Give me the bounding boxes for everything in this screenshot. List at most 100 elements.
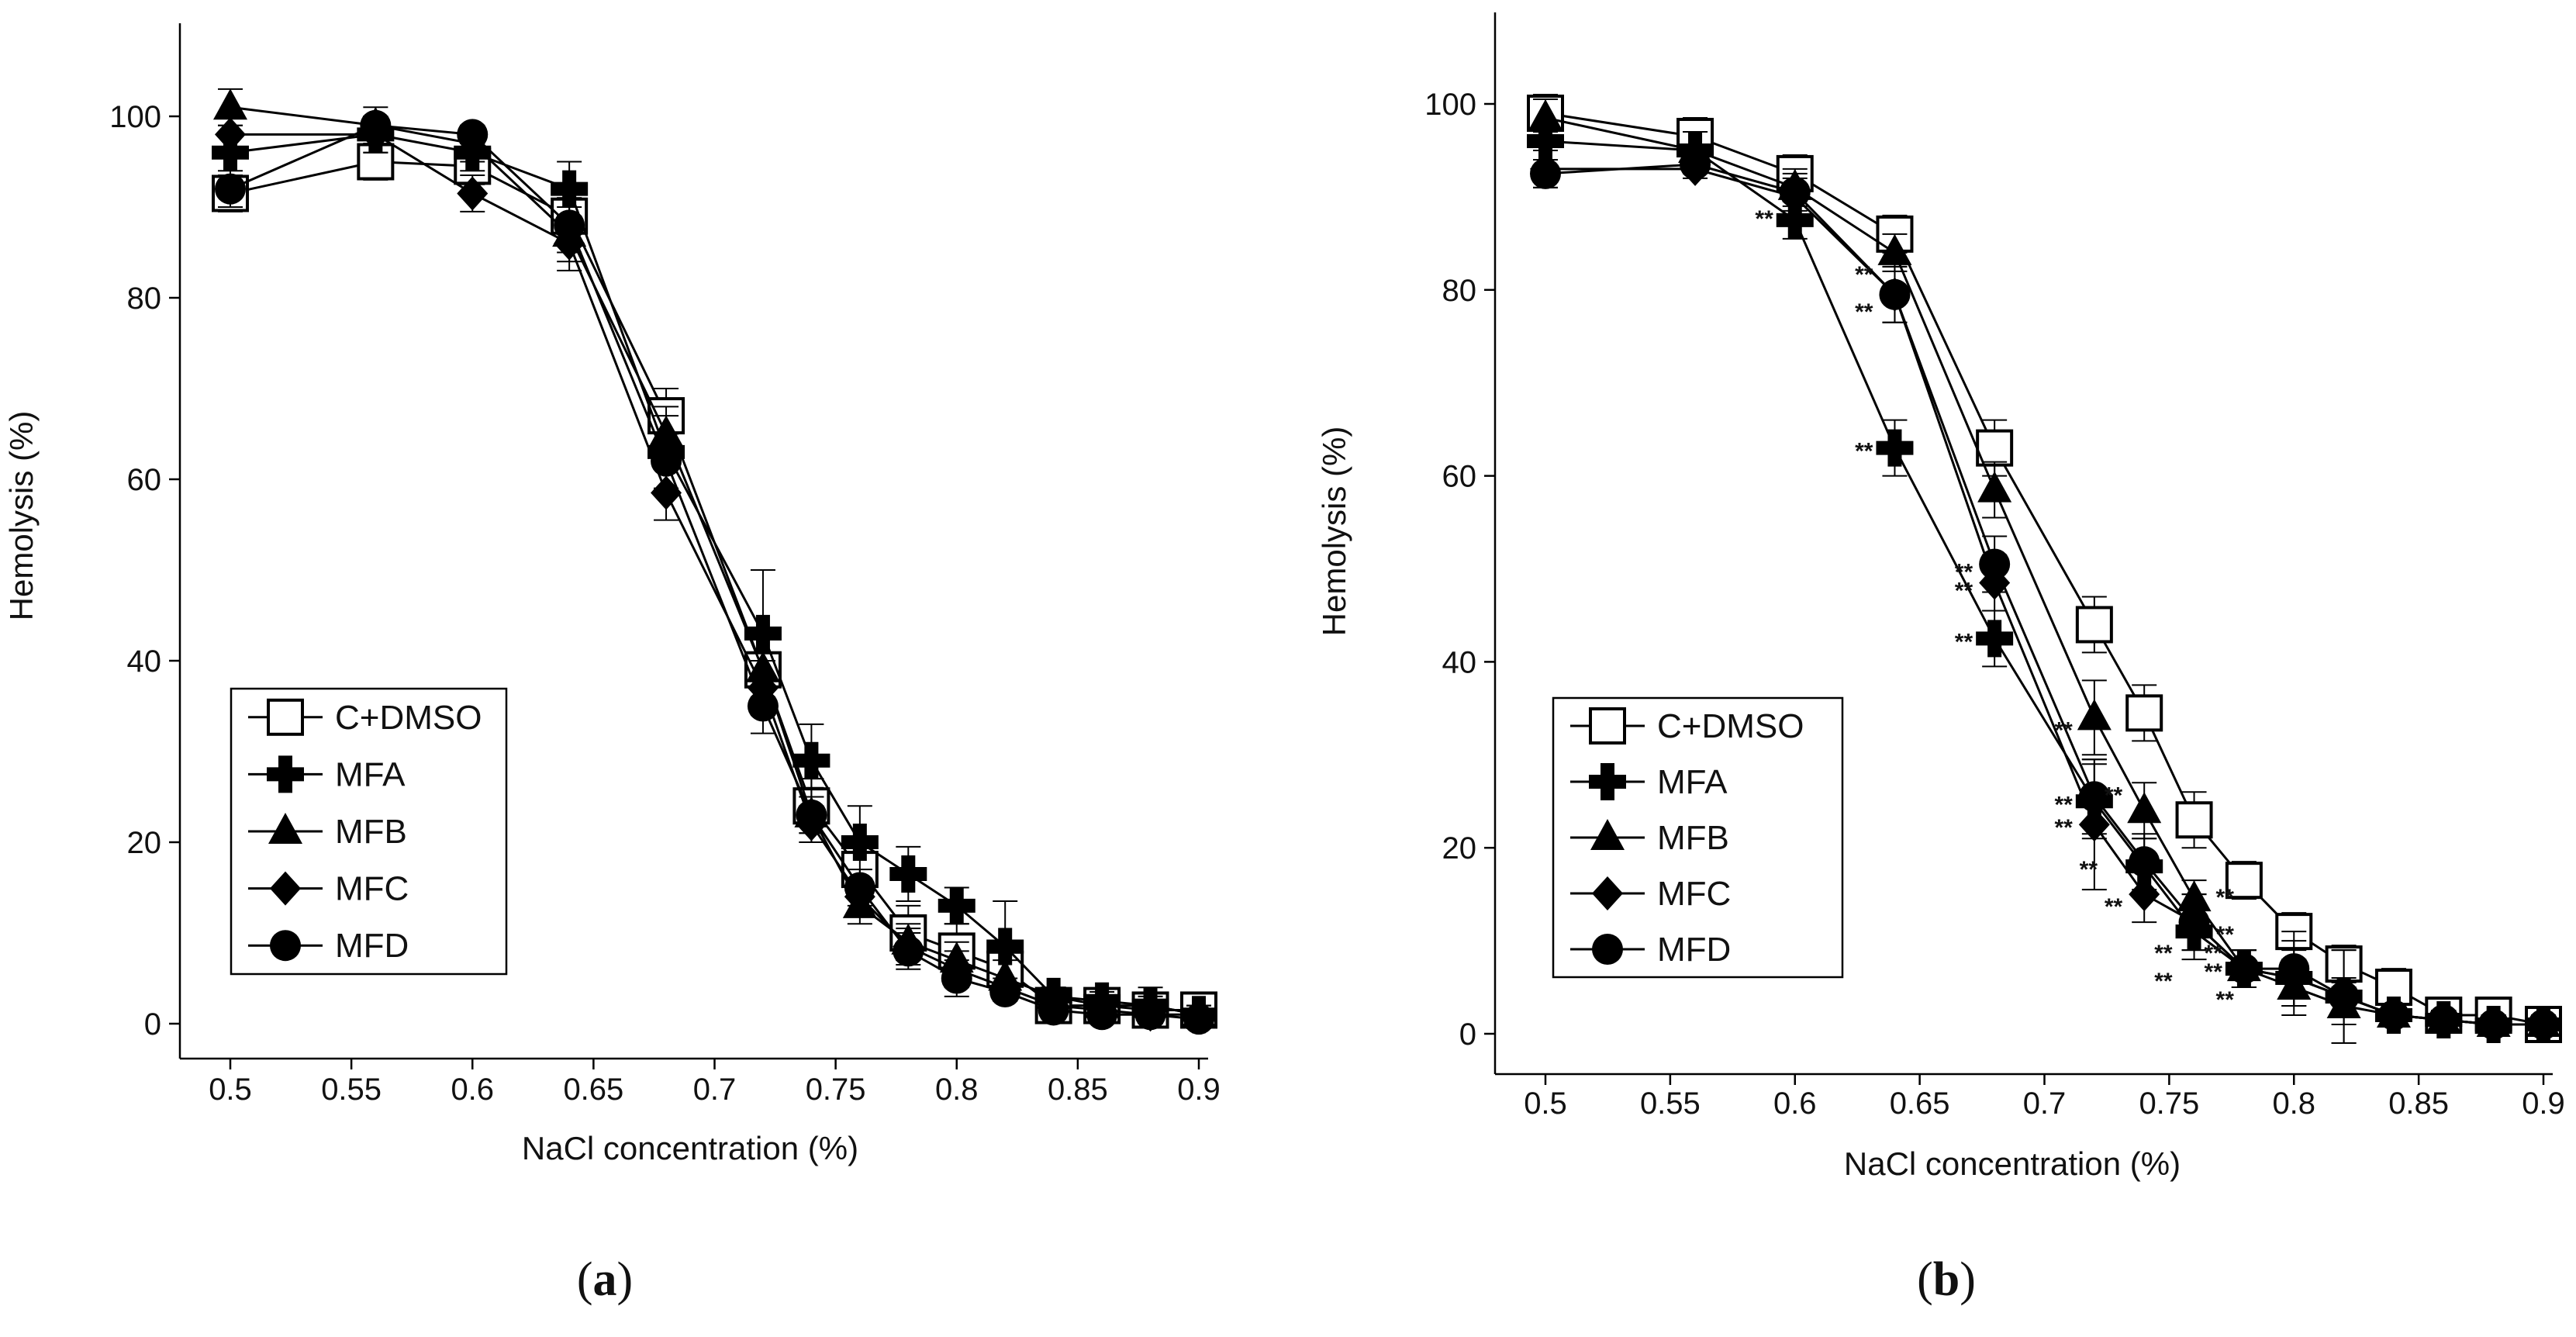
data-point xyxy=(1979,548,2011,580)
legend-marker xyxy=(1589,763,1626,800)
legend-item: C+DMSO xyxy=(1570,707,1804,745)
data-point xyxy=(215,173,246,205)
x-tick-label: 0.5 xyxy=(209,1073,252,1107)
data-point xyxy=(938,886,975,924)
data-point xyxy=(651,445,682,477)
legend-label: MFB xyxy=(1657,819,1729,857)
data-point xyxy=(2328,981,2360,1013)
significance-marker: ** xyxy=(2105,894,2123,920)
data-point xyxy=(1879,278,1911,310)
legend-label: MFA xyxy=(1657,763,1728,801)
significance-marker: ** xyxy=(2216,885,2235,910)
legend-item: MFC xyxy=(1570,875,1731,913)
data-point xyxy=(1976,620,2014,658)
panel-b: 0.5 0.55 0.6 0.65 0.7 0.75 0.8 0.85 0.9 0 20 40 60 80… xyxy=(1316,12,2565,1306)
legend-marker xyxy=(1590,819,1625,850)
data-point xyxy=(2129,877,2160,912)
data-point xyxy=(457,176,489,211)
y-tick-label: 0 xyxy=(1459,1017,1476,1052)
significance-marker: ** xyxy=(2205,941,2223,966)
legend-label: MFD xyxy=(335,927,409,965)
legend-item: MFB xyxy=(248,813,407,851)
data-point xyxy=(2077,699,2112,731)
data-point xyxy=(893,935,924,967)
x-tick-label: 0.9 xyxy=(1177,1073,1221,1107)
x-tick-label: 0.55 xyxy=(1640,1087,1701,1121)
legend-marker xyxy=(270,871,301,906)
data-point xyxy=(1038,994,1069,1026)
y-axis-label: Hemolysis (%) xyxy=(3,411,40,621)
significance-marker: ** xyxy=(2054,717,2073,743)
significance-marker: ** xyxy=(1855,262,1873,288)
panel-label-close-paren: ) xyxy=(1960,1253,1976,1306)
significance-marker: ** xyxy=(2054,815,2073,841)
data-point xyxy=(554,209,585,241)
legend-label: C+DMSO xyxy=(335,699,482,737)
significance-marker: ** xyxy=(2154,969,2173,994)
data-point xyxy=(360,109,392,141)
data-point xyxy=(941,962,972,994)
data-point xyxy=(889,855,927,893)
data-point xyxy=(1877,233,1912,265)
data-point xyxy=(2528,1009,2559,1041)
data-point xyxy=(2278,953,2310,985)
x-tick-label: 0.6 xyxy=(451,1073,494,1107)
x-tick-label: 0.6 xyxy=(1773,1087,1817,1121)
legend: C+DMSO MFA MFB MFC MFD xyxy=(1552,696,1844,979)
significance-marker: ** xyxy=(1855,439,1873,465)
data-point xyxy=(792,741,830,779)
legend: C+DMSO MFA MFB MFC MFD xyxy=(230,687,508,976)
data-point xyxy=(1530,157,1561,189)
panel-label-letter: a xyxy=(593,1253,617,1306)
series-mfd xyxy=(215,109,1214,1035)
data-point xyxy=(2075,606,2113,644)
x-tick-label: 0.8 xyxy=(2272,1087,2315,1121)
panel-label-a: (a) xyxy=(577,1253,633,1306)
legend-item: C+DMSO xyxy=(248,698,482,737)
data-point xyxy=(2129,846,2160,878)
y-tick-label: 60 xyxy=(127,463,162,497)
y-tick-label: 80 xyxy=(127,282,162,316)
significance-marker: ** xyxy=(1855,299,1873,325)
x-tick-label: 0.65 xyxy=(563,1073,623,1107)
significance-marker: ** xyxy=(2080,857,2098,883)
legend-item: MFA xyxy=(248,755,406,793)
x-tick-label: 0.75 xyxy=(2139,1087,2199,1121)
data-point xyxy=(1876,429,1914,467)
data-point xyxy=(457,119,489,150)
data-point xyxy=(2478,1009,2509,1041)
legend-item: MFB xyxy=(1570,819,1729,857)
legend-label: MFC xyxy=(335,870,409,908)
data-point xyxy=(2078,781,2110,813)
series-mfd xyxy=(1530,148,2559,1044)
x-tick-label: 0.7 xyxy=(2023,1087,2067,1121)
y-tick-label: 0 xyxy=(144,1007,161,1042)
legend-item: MFD xyxy=(1570,931,1731,969)
data-point xyxy=(651,475,682,510)
x-tick-label: 0.85 xyxy=(1048,1073,1108,1107)
data-point xyxy=(2125,694,2163,732)
legend-label: MFC xyxy=(1657,875,1731,913)
legend-marker xyxy=(267,755,304,793)
data-point xyxy=(841,824,879,861)
legend-marker xyxy=(1592,934,1623,965)
data-point xyxy=(1779,176,1811,208)
data-point xyxy=(2428,1004,2460,1036)
legend-label: C+DMSO xyxy=(1657,707,1804,745)
y-tick-label: 100 xyxy=(1424,88,1476,122)
legend-item: MFC xyxy=(248,870,409,908)
data-point xyxy=(551,170,589,208)
y-tick-label: 40 xyxy=(1442,645,1477,679)
legend-marker xyxy=(267,698,304,736)
x-tick-label: 0.9 xyxy=(2522,1087,2565,1121)
significance-marker: ** xyxy=(1955,560,1973,586)
significance-marker: ** xyxy=(2205,959,2223,985)
legend-marker xyxy=(270,930,301,962)
panel-label-open-paren: ( xyxy=(1917,1253,1933,1306)
x-tick-label: 0.75 xyxy=(806,1073,866,1107)
data-point xyxy=(213,88,247,120)
significance-marker: ** xyxy=(2154,941,2173,966)
x-tick-label: 0.8 xyxy=(935,1073,979,1107)
significance-marker: ** xyxy=(1955,629,1973,655)
y-tick-label: 80 xyxy=(1442,274,1477,308)
